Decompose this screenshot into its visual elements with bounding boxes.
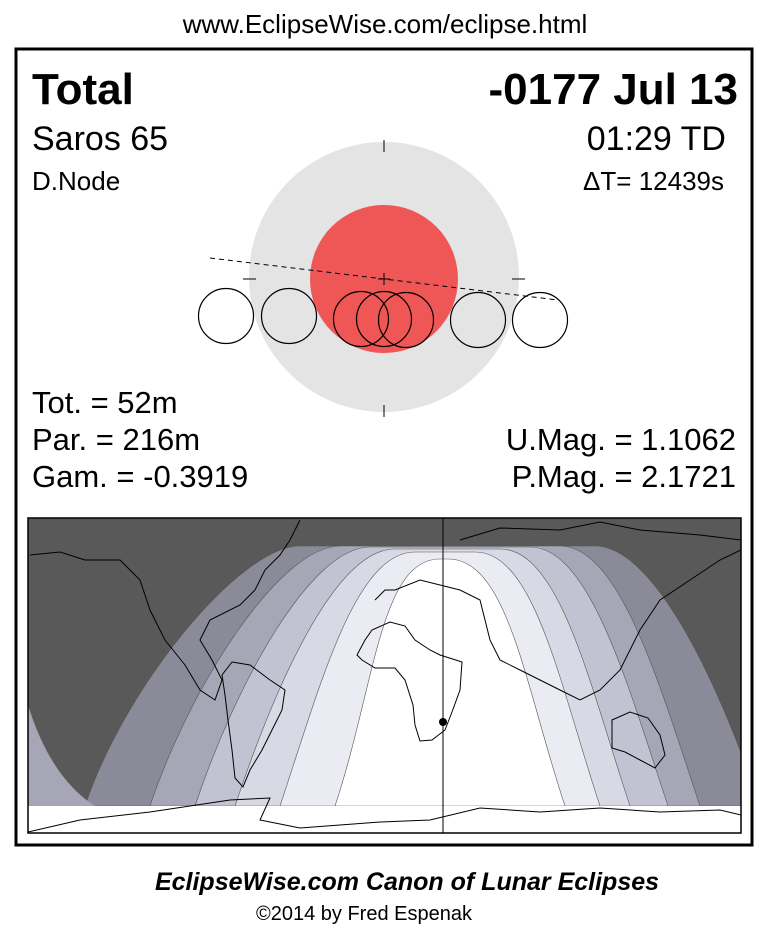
moon-p4 [511, 291, 569, 349]
full-visibility-region [334, 558, 566, 807]
antarctica-outline [28, 797, 741, 833]
frame [14, 47, 754, 847]
moon-p1 [197, 287, 255, 345]
shadow-diagram [197, 140, 569, 417]
moon-u3 [377, 291, 435, 349]
eclipse-date: -0177 Jul 13 [489, 65, 739, 114]
saros-number: Saros 65 [32, 120, 168, 158]
visibility-map [27, 517, 742, 834]
penumbral-magnitude: P.Mag. = 2.1721 [512, 459, 736, 494]
south-america-outline [221, 661, 286, 788]
moon-greatest [355, 290, 413, 348]
eclipse-type: Total [32, 65, 134, 114]
antarctic-strip [28, 806, 741, 833]
coastlines [28, 519, 741, 833]
africa-outline [356, 621, 463, 742]
left-lobe [28, 705, 95, 806]
footer-title: EclipseWise.com Canon of Lunar Eclipses [155, 868, 659, 896]
moon-u1 [260, 287, 318, 345]
moon-positions [197, 287, 569, 349]
greatest-eclipse-point [439, 718, 447, 726]
north-america-outline [29, 519, 301, 701]
ecliptic-path [209, 257, 559, 301]
australia-outline [611, 711, 666, 769]
node: D.Node [32, 166, 120, 196]
moon-u2 [332, 290, 390, 348]
totality-duration: Tot. = 52m [32, 385, 178, 420]
header-url[interactable]: www.EclipseWise.com/eclipse.html [182, 9, 588, 39]
eclipse-time: 01:29 TD [587, 120, 726, 158]
umbral-magnitude: U.Mag. = 1.1062 [506, 422, 736, 457]
footer-copyright: ©2014 by Fred Espenak [256, 903, 473, 925]
map-border [27, 517, 742, 834]
partial-duration: Par. = 216m [32, 422, 200, 457]
eurasia-outline [374, 521, 741, 701]
gamma: Gam. = -0.3919 [32, 459, 248, 494]
delta-t: ΔT= 12439s [583, 166, 724, 196]
moon-u4 [449, 291, 507, 349]
